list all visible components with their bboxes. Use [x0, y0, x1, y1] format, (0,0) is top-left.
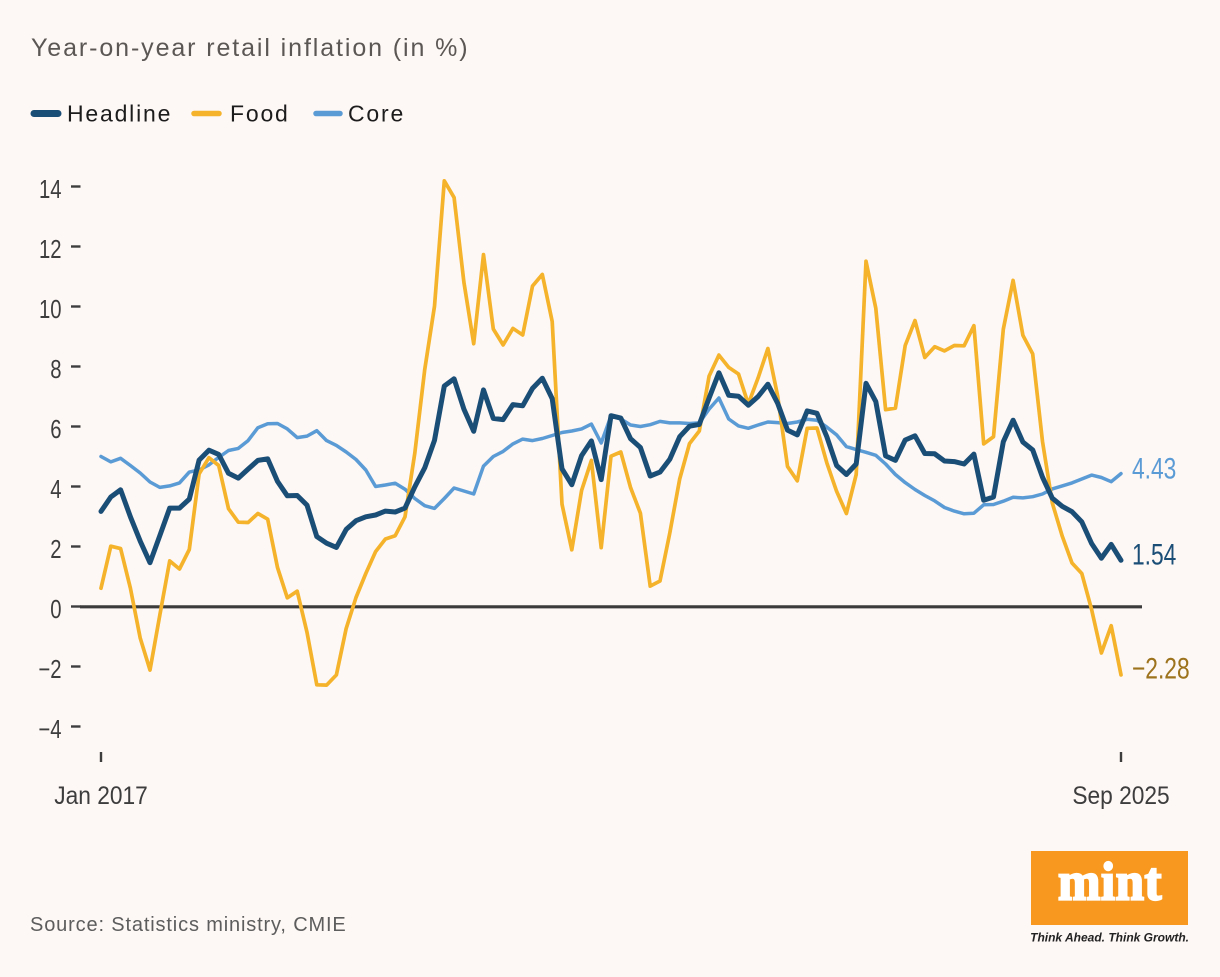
svg-text:Core: Core: [348, 101, 405, 127]
svg-text:1.54: 1.54: [1132, 537, 1177, 571]
svg-text:Think Ahead. Think Growth.: Think Ahead. Think Growth.: [1030, 931, 1189, 945]
svg-text:8: 8: [50, 354, 61, 383]
svg-text:6: 6: [50, 414, 61, 443]
svg-text:Source: Statistics ministry, C: Source: Statistics ministry, CMIE: [30, 914, 347, 936]
svg-text:−2.28: −2.28: [1132, 651, 1190, 685]
svg-text:0: 0: [50, 594, 61, 623]
svg-text:mint: mint: [1058, 852, 1162, 912]
svg-text:Headline: Headline: [67, 101, 172, 127]
svg-text:14: 14: [39, 174, 62, 203]
svg-text:2: 2: [50, 534, 61, 563]
svg-text:Jan 2017: Jan 2017: [54, 782, 148, 810]
svg-text:Sep 2025: Sep 2025: [1072, 782, 1169, 810]
svg-text:12: 12: [39, 234, 62, 263]
svg-text:4: 4: [50, 474, 61, 503]
svg-text:Year-on-year retail inflation: Year-on-year retail inflation (in %): [31, 34, 469, 62]
svg-text:−2: −2: [38, 654, 61, 683]
svg-text:10: 10: [39, 294, 62, 323]
svg-text:−4: −4: [38, 714, 61, 743]
svg-text:Food: Food: [230, 101, 290, 127]
svg-text:4.43: 4.43: [1132, 451, 1176, 485]
